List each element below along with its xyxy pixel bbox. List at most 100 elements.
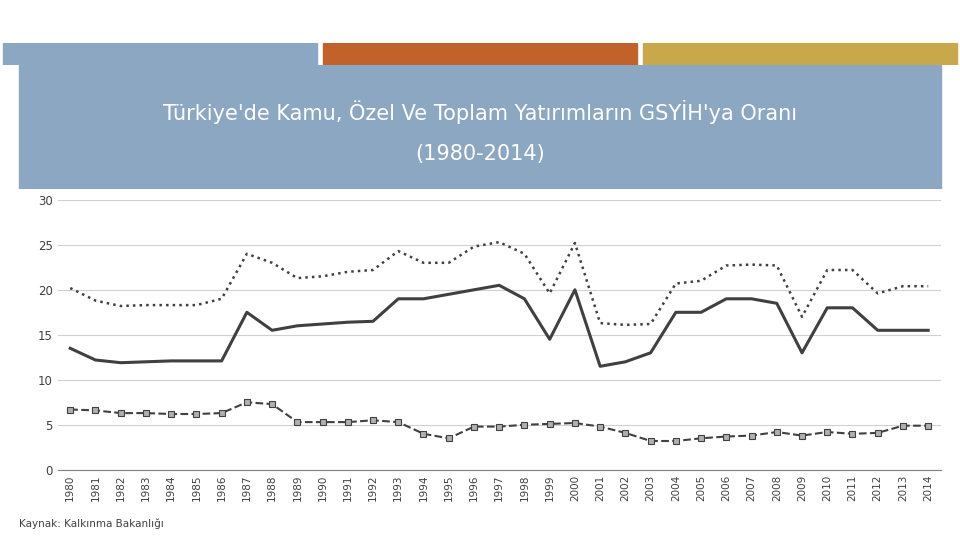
Toplam Sabit Sermaye Yatırımı	[695, 278, 707, 284]
Toplam Sabit Sermaye Yatırımı	[115, 303, 127, 309]
Toplam Sabit Sermaye Yatırımı	[64, 285, 76, 291]
Toplam Sabit Sermaye Yatırımı	[746, 261, 757, 268]
Özel Yatırımı	[292, 322, 303, 329]
Kamu Yatırımı	[594, 423, 606, 430]
Kamu Yatırımı	[619, 430, 631, 436]
Kamu Yatırımı	[115, 410, 127, 416]
Kamu Yatırımı	[721, 433, 732, 440]
Kamu Yatırımı	[695, 435, 707, 442]
Kamu Yatırımı	[771, 429, 782, 435]
Kamu Yatırımı	[898, 422, 909, 429]
Kamu Yatırımı	[292, 419, 303, 426]
Özel Yatırımı	[89, 357, 101, 363]
Özel Yatırımı	[569, 287, 581, 293]
Toplam Sabit Sermaye Yatırımı	[89, 298, 101, 304]
Özel Yatırımı	[165, 357, 177, 364]
Toplam Sabit Sermaye Yatırımı	[443, 260, 454, 266]
Text: (1980-2014): (1980-2014)	[415, 144, 545, 164]
Kamu Yatırımı	[418, 430, 429, 437]
Line: Kamu Yatırımı: Kamu Yatırımı	[67, 400, 931, 444]
Toplam Sabit Sermaye Yatırımı	[569, 240, 581, 246]
Toplam Sabit Sermaye Yatırımı	[317, 273, 328, 280]
Toplam Sabit Sermaye Yatırımı	[670, 280, 682, 287]
Özel Yatırımı	[115, 360, 127, 366]
Özel Yatırımı	[368, 318, 379, 325]
Özel Yatırımı	[771, 300, 782, 307]
Toplam Sabit Sermaye Yatırımı	[771, 262, 782, 269]
Toplam Sabit Sermaye Yatırımı	[923, 283, 934, 289]
Kamu Yatırımı	[89, 407, 101, 414]
Kamu Yatırımı	[241, 399, 252, 406]
Toplam Sabit Sermaye Yatırımı	[165, 302, 177, 308]
Kamu Yatırımı	[847, 430, 858, 437]
Kamu Yatırımı	[317, 419, 328, 426]
Özel Yatırımı	[266, 327, 277, 334]
Kamu Yatırımı	[746, 433, 757, 439]
Özel Yatırımı	[493, 282, 505, 288]
Kamu Yatırımı	[266, 401, 277, 407]
Özel Yatırımı	[342, 319, 353, 326]
Özel Yatırımı	[216, 357, 228, 364]
Toplam Sabit Sermaye Yatırımı	[393, 248, 404, 254]
Özel Yatırımı	[393, 295, 404, 302]
Özel Yatırımı	[822, 305, 833, 311]
Özel Yatırımı	[191, 357, 203, 364]
Toplam Sabit Sermaye Yatırımı	[266, 260, 277, 266]
Kamu Yatırımı	[872, 430, 883, 436]
Toplam Sabit Sermaye Yatırımı	[594, 320, 606, 326]
Bar	[643, 43, 957, 65]
Kamu Yatırımı	[796, 433, 807, 439]
Kamu Yatırımı	[368, 417, 379, 423]
Özel Yatırımı	[796, 349, 807, 356]
Özel Yatırımı	[872, 327, 883, 334]
Özel Yatırımı	[898, 327, 909, 334]
Toplam Sabit Sermaye Yatırımı	[368, 267, 379, 273]
Kamu Yatırımı	[518, 422, 530, 428]
Text: Kaynak: Kalkınma Bakanlığı: Kaynak: Kalkınma Bakanlığı	[19, 519, 164, 529]
Toplam Sabit Sermaye Yatırımı	[418, 260, 429, 266]
Özel Yatırımı	[518, 295, 530, 302]
Özel Yatırımı	[594, 363, 606, 369]
Toplam Sabit Sermaye Yatırımı	[468, 244, 480, 250]
Özel Yatırımı	[923, 327, 934, 334]
Kamu Yatırımı	[191, 411, 203, 417]
Bar	[3, 43, 317, 65]
Özel Yatırımı	[645, 349, 657, 356]
Özel Yatırımı	[317, 321, 328, 327]
Özel Yatırımı	[64, 345, 76, 352]
Toplam Sabit Sermaye Yatırımı	[822, 267, 833, 273]
Özel Yatırımı	[746, 295, 757, 302]
Toplam Sabit Sermaye Yatırımı	[619, 322, 631, 328]
Toplam Sabit Sermaye Yatırımı	[241, 251, 252, 257]
Toplam Sabit Sermaye Yatırımı	[796, 314, 807, 320]
Kamu Yatırımı	[822, 429, 833, 435]
Toplam Sabit Sermaye Yatırımı	[872, 290, 883, 296]
Line: Toplam Sabit Sermaye Yatırımı: Toplam Sabit Sermaye Yatırımı	[70, 242, 928, 325]
Toplam Sabit Sermaye Yatırımı	[342, 268, 353, 275]
Özel Yatırımı	[468, 287, 480, 293]
Özel Yatırımı	[544, 336, 556, 342]
Toplam Sabit Sermaye Yatırımı	[544, 290, 556, 296]
Toplam Sabit Sermaye Yatırımı	[721, 262, 732, 269]
Bar	[324, 43, 636, 65]
Kamu Yatırımı	[569, 420, 581, 426]
Kamu Yatırımı	[645, 438, 657, 444]
Text: Türkiye'de Kamu, Özel Ve Toplam Yatırımların GSYİH'ya Oranı: Türkiye'de Kamu, Özel Ve Toplam Yatırıml…	[163, 100, 797, 124]
Özel Yatırımı	[418, 295, 429, 302]
Özel Yatırımı	[847, 305, 858, 311]
Toplam Sabit Sermaye Yatırımı	[191, 302, 203, 308]
Özel Yatırımı	[619, 359, 631, 365]
Kamu Yatırımı	[670, 438, 682, 444]
Kamu Yatırımı	[544, 421, 556, 427]
Kamu Yatırımı	[342, 419, 353, 426]
Özel Yatırımı	[140, 359, 152, 365]
Toplam Sabit Sermaye Yatırımı	[518, 251, 530, 257]
Özel Yatırımı	[443, 291, 454, 298]
Kamu Yatırımı	[493, 423, 505, 430]
Toplam Sabit Sermaye Yatırımı	[292, 275, 303, 281]
Kamu Yatırımı	[64, 406, 76, 413]
Toplam Sabit Sermaye Yatırımı	[898, 283, 909, 289]
Toplam Sabit Sermaye Yatırımı	[847, 267, 858, 273]
Kamu Yatırımı	[443, 435, 454, 442]
Özel Yatırımı	[721, 295, 732, 302]
